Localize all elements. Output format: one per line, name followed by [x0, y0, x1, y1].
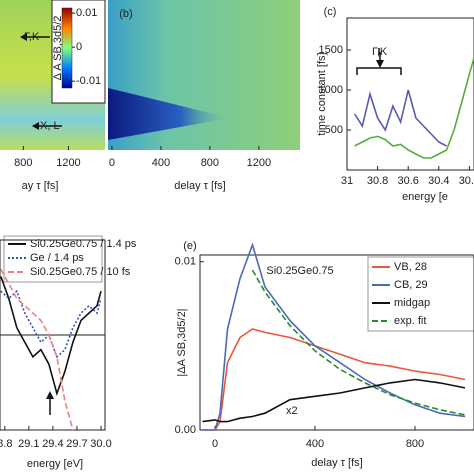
arrowhead: [20, 33, 27, 41]
series-line: [354, 89, 447, 147]
legend-label: Si0.25Ge0.75 / 1.4 ps: [30, 238, 137, 250]
colorbar-label: Δ A SB,3d5/2: [52, 16, 64, 81]
x-tick-label: 1200: [247, 157, 271, 169]
series-line: [202, 328, 466, 431]
x-axis-label: delay τ [fs]: [311, 457, 362, 469]
x-tick-label: 400: [152, 157, 170, 169]
x-tick-label: 29.1: [18, 438, 39, 450]
annotation: Γ,K: [24, 31, 40, 43]
x-tick-label: 0: [109, 157, 115, 169]
panel-label: (e): [183, 240, 196, 252]
x-tick-label: 8.8: [0, 438, 12, 450]
series-line: [354, 57, 474, 159]
y-tick-label: 1000: [319, 84, 343, 96]
x-axis-label: ay τ [fs]: [22, 180, 59, 192]
y-tick-label: 0.01: [175, 256, 196, 268]
legend-label: midgap: [394, 297, 430, 309]
y-tick-label: 0.00: [175, 424, 196, 436]
panel-label: (c): [324, 6, 337, 18]
x-tick-label: 29.4: [42, 438, 63, 450]
series-line: [202, 378, 466, 423]
arrowhead: [376, 60, 384, 68]
colorbar-tick-label: 0: [76, 41, 82, 53]
series-line: [251, 269, 466, 416]
x-tick-label: 800: [406, 438, 424, 450]
legend-label: Si0.25Ge0.75 / 10 fs: [30, 266, 131, 278]
colorbar-box: [51, 0, 106, 104]
arrowhead: [32, 122, 39, 130]
plot-frame: [346, 17, 474, 171]
legend-label: Ge / 1.4 ps: [30, 252, 84, 264]
x-tick-label: 30.0: [90, 438, 111, 450]
y-tick-label: 1500: [319, 44, 343, 56]
x-tick-label: 1200: [56, 157, 80, 169]
x-axis-label: energy [e: [402, 191, 448, 203]
x-tick-label: 30.4: [428, 175, 449, 187]
y-axis-label: time constant [fs]: [316, 52, 328, 135]
arrowhead: [46, 391, 54, 399]
annotation: x2: [286, 405, 298, 417]
annotation: X, L: [40, 120, 60, 132]
x-axis-label: energy [eV]: [27, 458, 83, 470]
y-tick-label: 500: [325, 124, 343, 136]
y-axis-label: |ΔA SB,3d5/2|: [176, 308, 188, 376]
colorbar: [61, 7, 73, 89]
x-tick-label: 30.6: [397, 175, 418, 187]
x-tick-label: 0: [212, 438, 218, 450]
legend-label: CB, 29: [394, 279, 428, 291]
x-tick-label: 31: [341, 175, 353, 187]
legend-box: [367, 256, 474, 332]
x-tick-label: 29.7: [66, 438, 87, 450]
chart-title: Si0.25Ge0.75: [266, 265, 333, 277]
legend-label: VB, 28: [394, 261, 427, 273]
x-tick-label: 400: [306, 438, 324, 450]
series-line: [0, 276, 102, 397]
panel-label: (b): [119, 8, 132, 20]
heatmap-wedge: [108, 88, 230, 140]
x-tick-label: 30.2: [459, 175, 474, 187]
colorbar-tick-label: 0.01: [76, 7, 97, 19]
x-tick-label: 30.8: [367, 175, 388, 187]
series-line: [0, 268, 74, 431]
legend-label: exp. fit: [394, 315, 426, 327]
decor: [0, 0, 474, 415]
annotation: Γ,K: [372, 46, 388, 58]
x-axis-label: delay τ [fs]: [174, 180, 225, 192]
x-tick-label: 800: [14, 157, 32, 169]
plot-frame: [199, 254, 474, 431]
bracket: [356, 67, 402, 75]
x-tick-label: 800: [201, 157, 219, 169]
colorbar-tick-label: -0.01: [76, 75, 101, 87]
